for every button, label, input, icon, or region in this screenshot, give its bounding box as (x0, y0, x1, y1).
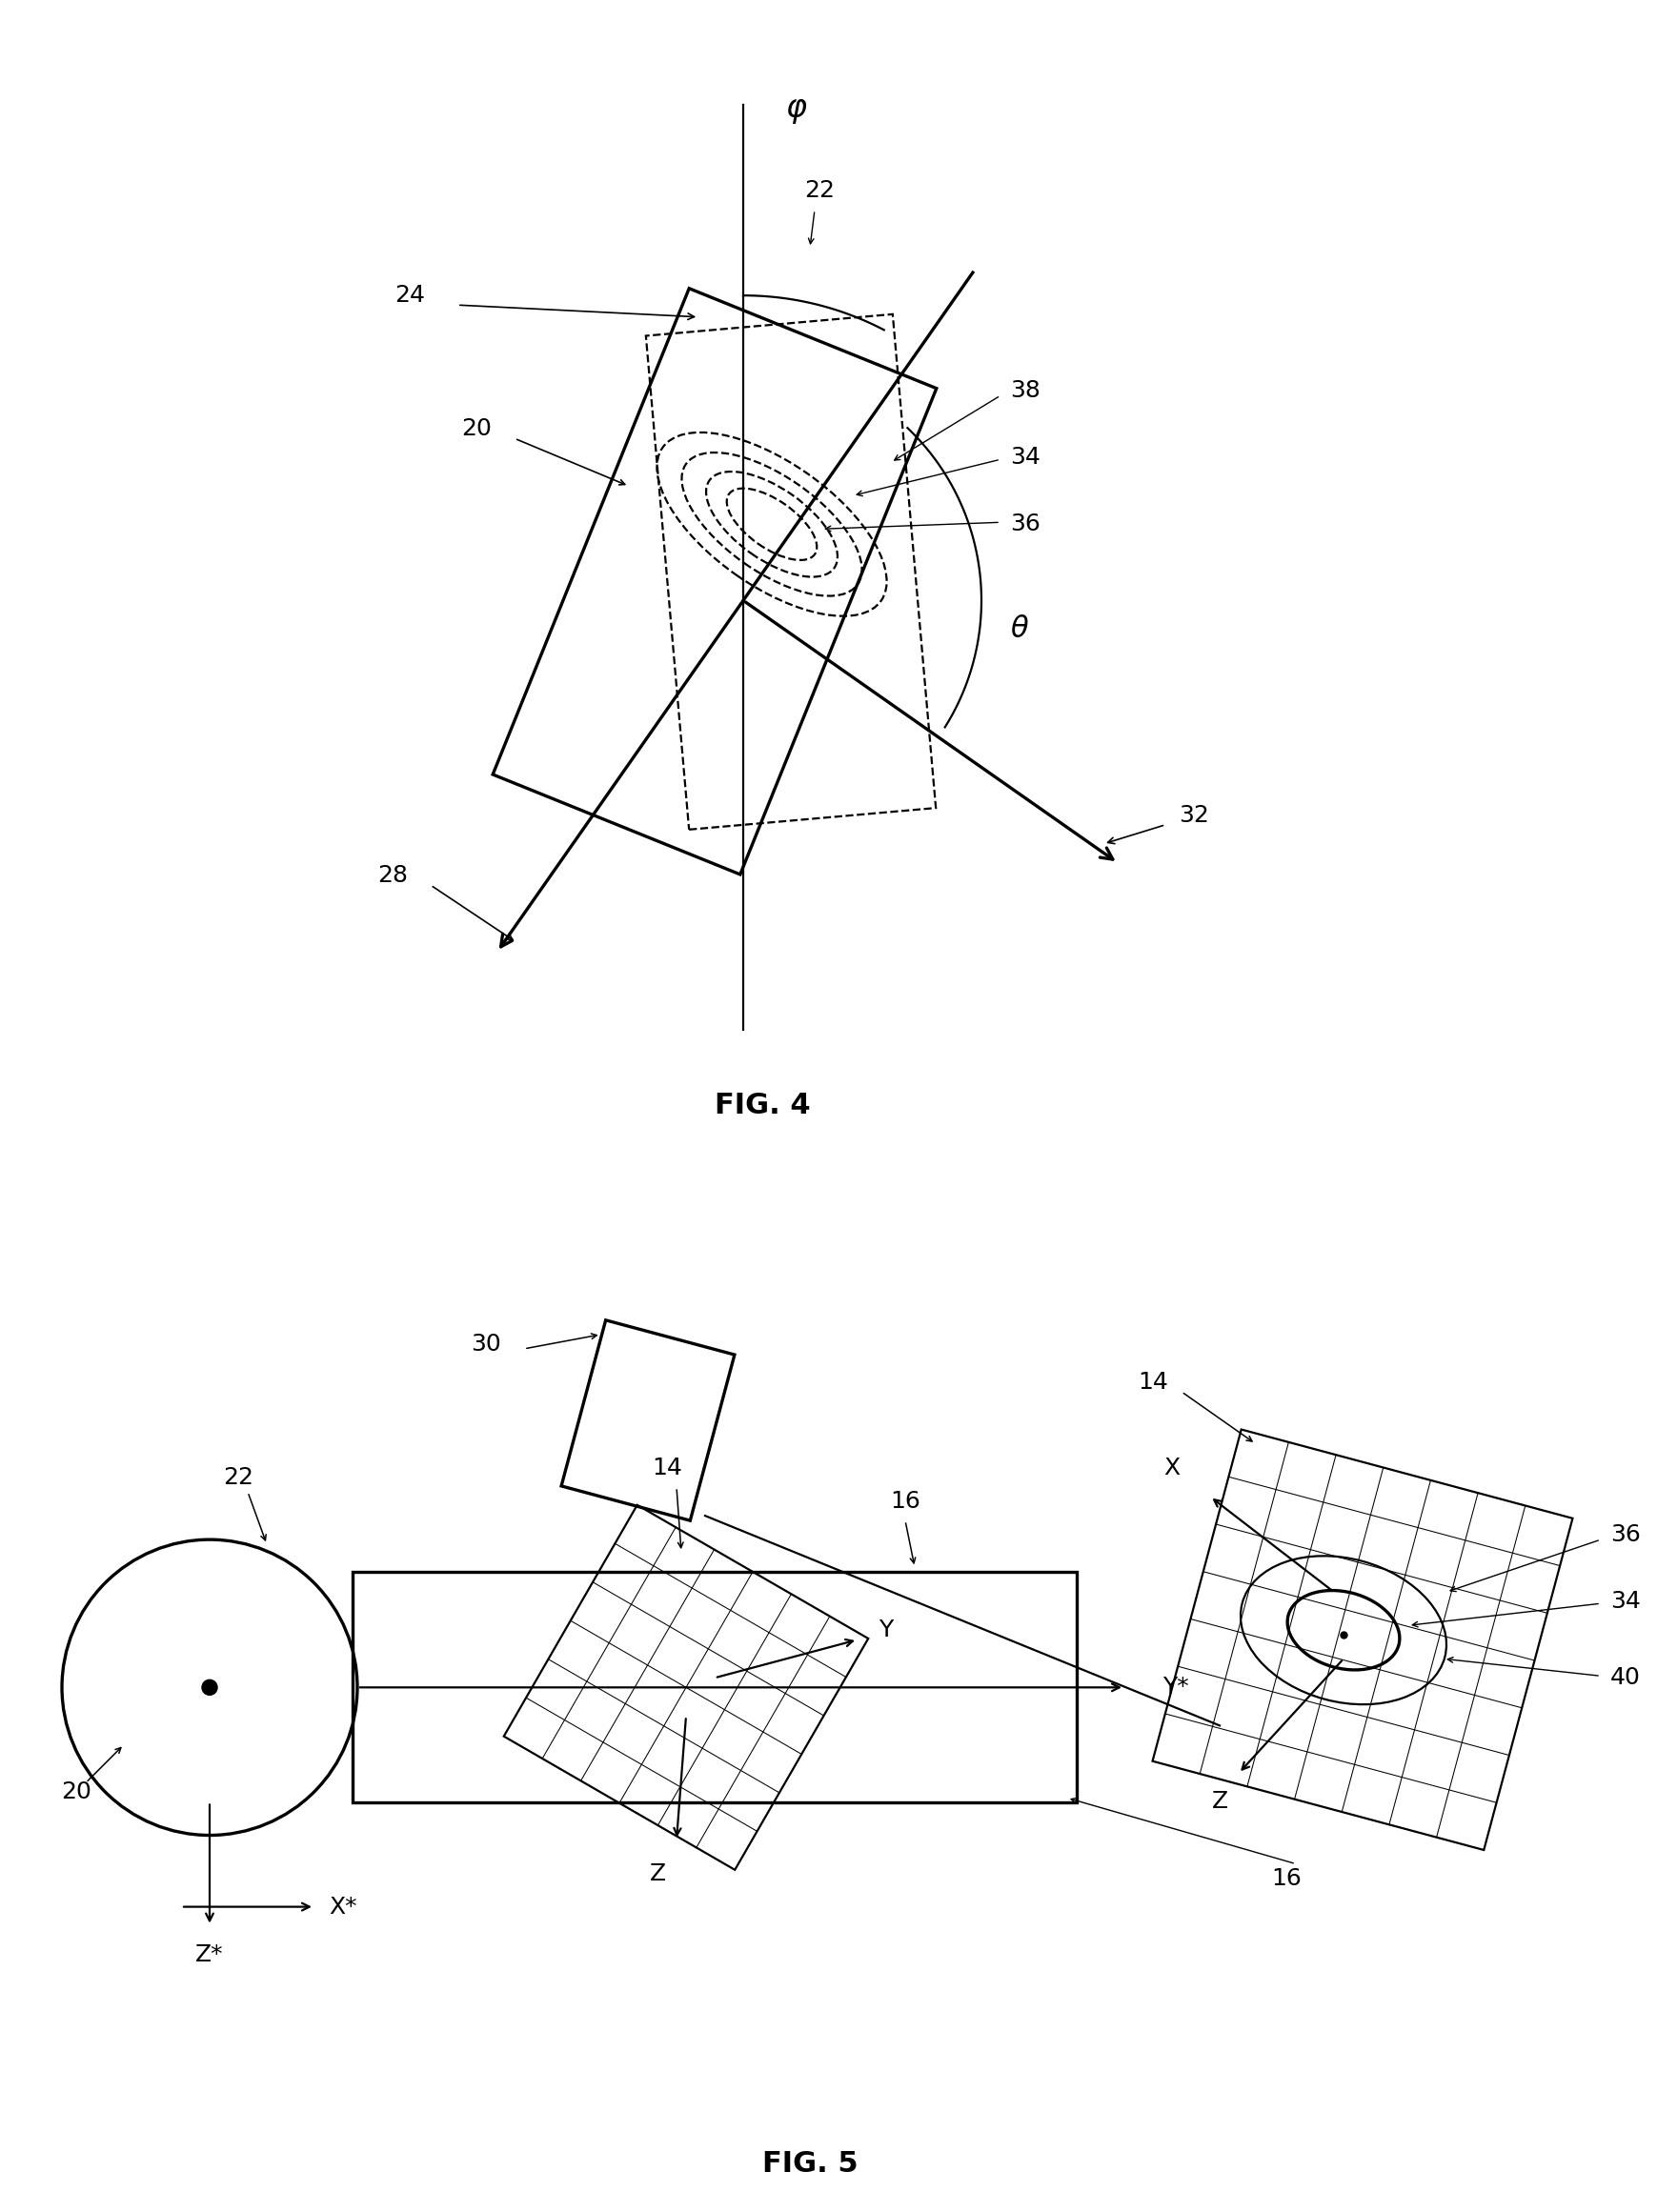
Text: 36: 36 (1009, 513, 1041, 535)
Text: Z: Z (650, 1863, 664, 1885)
Text: 38: 38 (1009, 378, 1041, 403)
Text: 20: 20 (461, 418, 492, 440)
Text: 36: 36 (1609, 1524, 1640, 1546)
Text: 32: 32 (1178, 803, 1208, 827)
Circle shape (202, 1679, 217, 1694)
Text: θ: θ (1011, 615, 1027, 644)
Text: Z: Z (1211, 1790, 1228, 1814)
Text: X*: X* (328, 1896, 356, 1918)
Text: 30: 30 (471, 1332, 500, 1356)
Text: Y: Y (878, 1619, 893, 1641)
Text: 40: 40 (1609, 1666, 1640, 1690)
Text: 16: 16 (890, 1491, 920, 1513)
Text: 14: 14 (651, 1458, 681, 1480)
Text: 34: 34 (1609, 1590, 1640, 1613)
Text: X: X (1163, 1458, 1180, 1480)
Text: 16: 16 (1271, 1867, 1301, 1889)
Text: 22: 22 (804, 179, 833, 201)
Text: 24: 24 (394, 283, 424, 307)
Bar (353, 1573, 1075, 1803)
Text: FIG. 5: FIG. 5 (762, 2150, 857, 2179)
Text: Z*: Z* (196, 1942, 224, 1966)
Text: 20: 20 (61, 1781, 91, 1803)
Text: Y*: Y* (1162, 1677, 1188, 1699)
Text: FIG. 4: FIG. 4 (714, 1093, 810, 1119)
Text: φ: φ (785, 93, 805, 124)
Text: 28: 28 (378, 865, 408, 887)
Text: 14: 14 (1137, 1371, 1168, 1394)
Text: 22: 22 (222, 1467, 254, 1489)
Text: 34: 34 (1009, 447, 1041, 469)
